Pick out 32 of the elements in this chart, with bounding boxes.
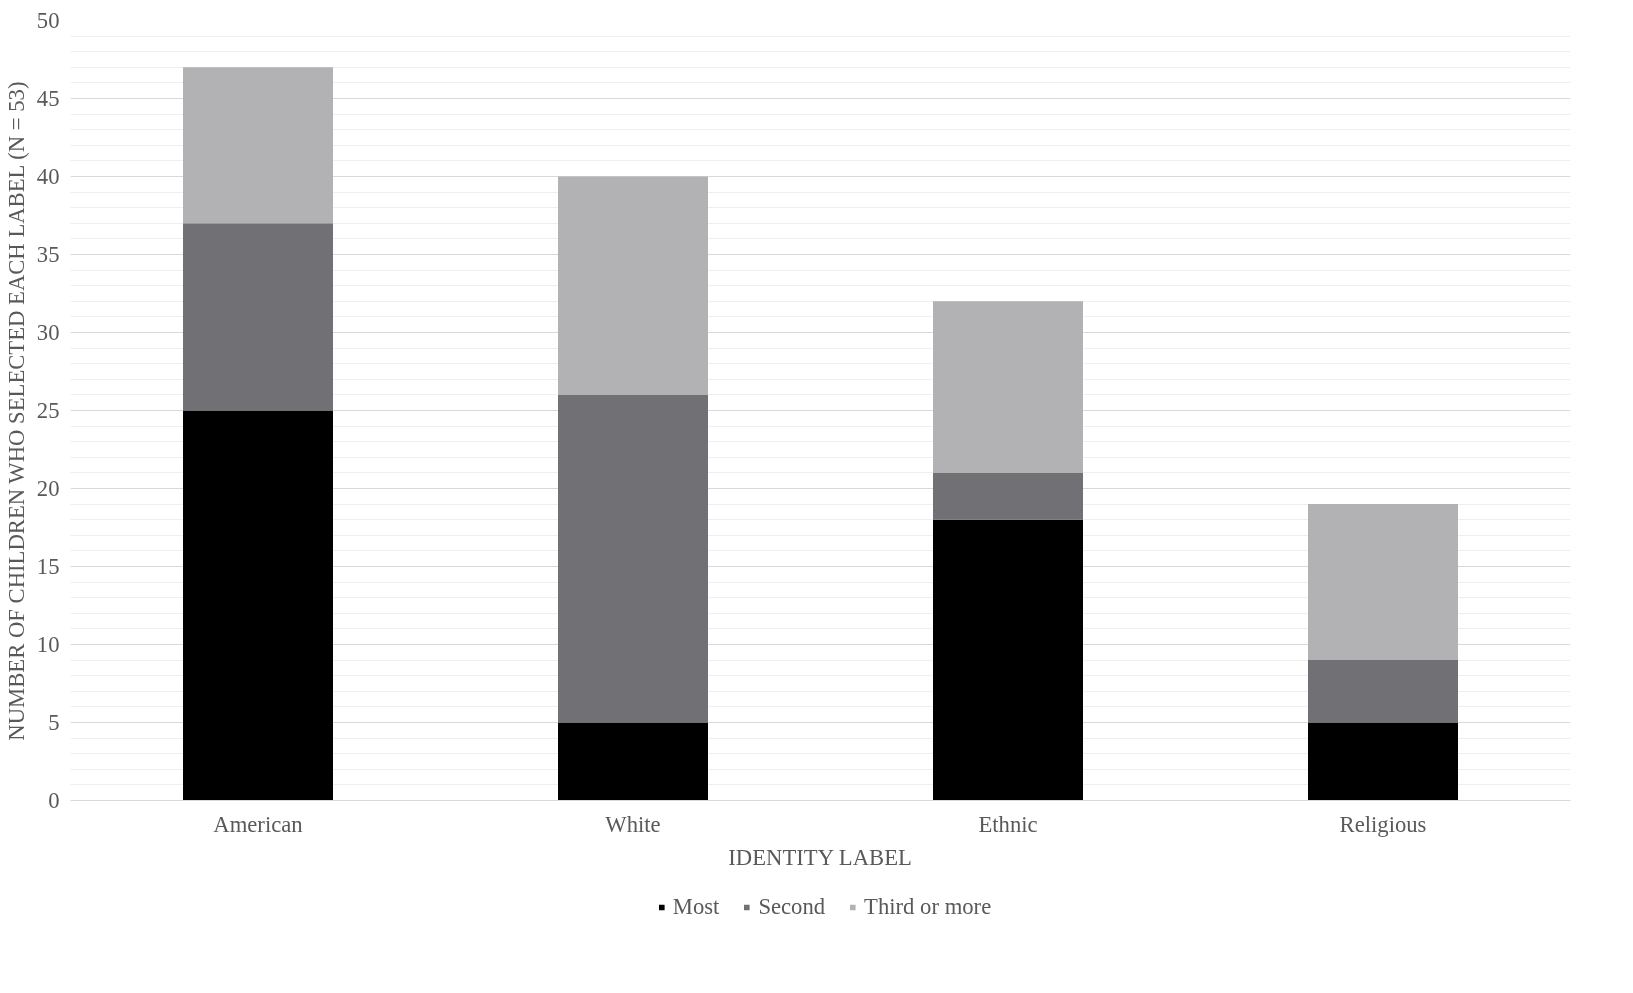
y-tick-label: 50 (36, 8, 60, 33)
bar (933, 472, 1083, 520)
x-tick-label: Religious (1339, 811, 1427, 837)
x-tick-label: Ethnic (978, 811, 1038, 837)
legend-label: Third or more (864, 894, 992, 920)
y-tick-label: 15 (36, 554, 60, 579)
y-tick-label: 0 (48, 788, 60, 813)
y-tick-label: 30 (36, 320, 60, 345)
y-tick-label: 45 (36, 86, 60, 111)
bar (933, 519, 1083, 801)
legend-label: Second (758, 894, 826, 920)
y-axis-title: NUMBER OF CHILDREN WHO SELECTED EACH LABEL (N = 53) (3, 81, 29, 741)
bar (183, 67, 333, 224)
bar (183, 223, 333, 411)
y-tick-label: 40 (36, 164, 60, 189)
legend-label: Most (672, 894, 720, 920)
x-tick-label: American (213, 811, 303, 837)
y-tick-label: 20 (36, 476, 60, 501)
y-tick-label: 35 (36, 242, 60, 267)
bar (1308, 722, 1458, 801)
bar (558, 722, 708, 801)
bar (183, 410, 333, 801)
x-axis-title: IDENTITY LABEL (728, 844, 912, 870)
y-tick-label: 25 (36, 398, 60, 423)
y-tick-label: 10 (36, 632, 60, 657)
x-tick-label: White (605, 811, 661, 837)
bar (558, 176, 708, 395)
bar (933, 301, 1083, 473)
bar (1308, 660, 1458, 723)
bar (558, 394, 708, 723)
y-tick-label: 5 (48, 710, 60, 735)
bar (1308, 504, 1458, 661)
